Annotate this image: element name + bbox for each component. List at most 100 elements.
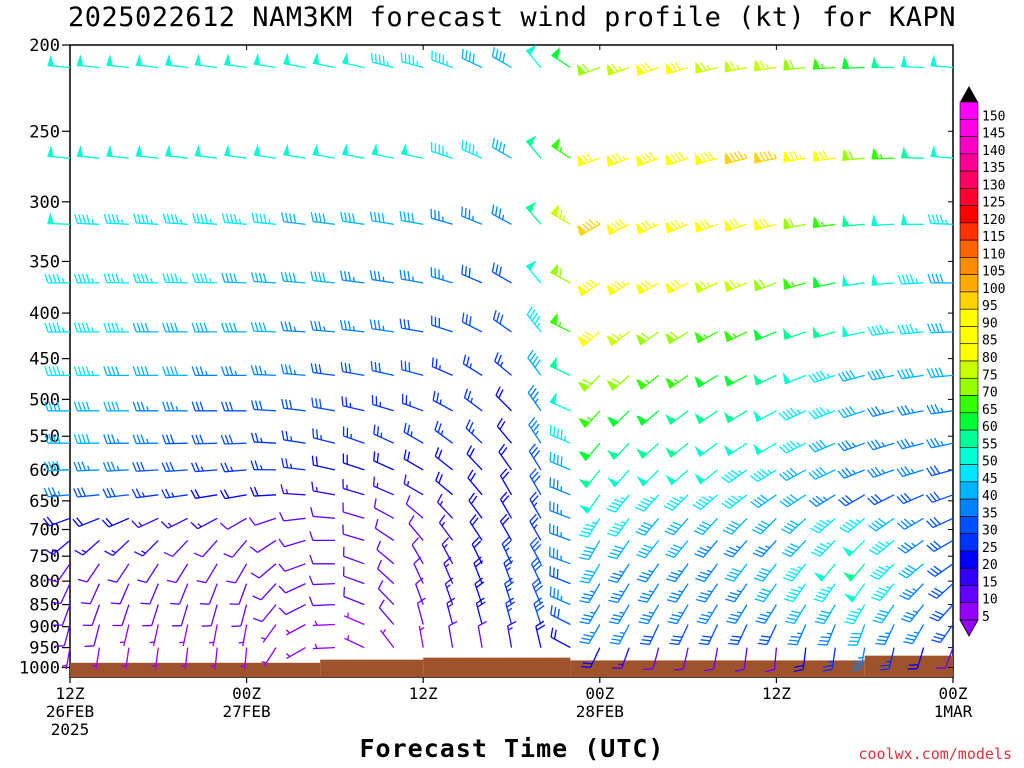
x-tick-label: 00Z [939,684,968,703]
wind-barb [378,599,395,625]
y-tick-label: 350 [29,252,60,272]
wind-barb [308,596,335,607]
colorbar-label: 95 [982,299,998,314]
wind-barb [73,401,100,412]
wind-barb [783,277,806,290]
wind-barb [724,563,748,582]
wind-barb [191,434,218,445]
wind-barb [526,306,542,333]
wind-barb [757,624,777,646]
colorbar-segment [959,291,979,310]
x-tick-label: 26FEB [46,702,94,721]
wind-barb [101,517,130,528]
wind-barb [838,494,866,507]
wind-barb [872,604,895,624]
colorbar-segment [959,585,979,604]
wind-barb [868,539,895,556]
wind-barb [106,144,129,159]
wind-barb [285,623,306,636]
wind-barb [44,273,70,284]
wind-barb [311,455,336,471]
wind-barb [430,141,453,159]
wind-barb [282,52,306,69]
wind-barb [435,471,454,496]
wind-barb [190,517,218,530]
wind-barb [927,323,954,334]
y-tick-label: 600 [29,461,60,481]
wind-barb [897,274,924,285]
wind-barb [179,624,189,647]
wind-barb [783,58,806,71]
wind-barb [724,279,748,293]
wind-barb [342,546,365,565]
terrain-segment [423,657,571,677]
credit-link[interactable]: coolwx.com/models [858,745,1012,763]
wind-barb [844,604,866,625]
y-tick-label: 250 [29,122,60,142]
wind-barb [249,539,277,554]
wind-barb [253,52,277,69]
colorbar-label: 5 [982,610,990,625]
wind-barb [54,624,71,647]
y-tick-label: 850 [29,596,60,616]
colorbar-segment [959,481,979,500]
wind-barb [339,319,365,333]
wind-barb [899,583,925,601]
chart-title: 2025022612 NAM3KM forecast wind profile … [67,2,957,33]
wind-barb [405,495,424,519]
wind-barb [608,583,630,604]
wind-barb [310,211,335,225]
wind-barb [475,597,486,625]
colorbar-label: 135 [982,161,1005,176]
wind-barb [250,460,277,471]
wind-barb [533,597,545,625]
wind-barb [220,462,247,473]
wind-barb [371,394,394,412]
wind-barb [929,604,954,622]
wind-barb [250,365,277,377]
colorbar-label: 35 [982,506,998,521]
wind-barb [473,556,484,584]
wind-barb [432,390,453,412]
wind-barb [261,647,277,667]
wind-barb [252,583,277,601]
wind-barb [285,647,306,660]
wind-barb [373,498,395,519]
wind-barb [400,360,424,377]
wind-barb [867,493,895,506]
wind-barb [665,61,689,75]
wind-barb [549,451,571,471]
wind-barb [191,272,218,284]
wind-barb [576,279,601,297]
wind-barb [578,469,601,489]
wind-barb [164,144,188,159]
wind-barb [750,468,777,483]
wind-barb [867,324,895,336]
y-tick-label: 1000 [19,658,60,678]
wind-barb [499,468,513,496]
wind-barb [399,269,424,284]
wind-barb [900,146,924,159]
wind-barb [812,57,836,70]
colorbar-segment [959,170,979,189]
colorbar-label: 40 [982,489,998,504]
wind-barb [280,484,306,496]
terrain-segment [570,660,865,677]
wind-barb [467,469,483,496]
wind-barb [403,422,424,444]
wind-barb [808,439,836,453]
colorbar-segment [959,360,979,379]
wind-barb [753,442,777,456]
wind-barb [281,430,306,444]
wind-barb [342,478,365,496]
wind-barb [897,539,924,554]
wind-barb [477,620,487,648]
wind-barb [608,604,630,625]
wind-barb [900,604,925,623]
y-tick-label: 450 [29,350,60,370]
colorbar-segment [959,395,979,414]
wind-barb [103,213,129,225]
wind-barb [278,604,306,616]
wind-barb [309,554,335,565]
wind-barb [781,539,807,558]
